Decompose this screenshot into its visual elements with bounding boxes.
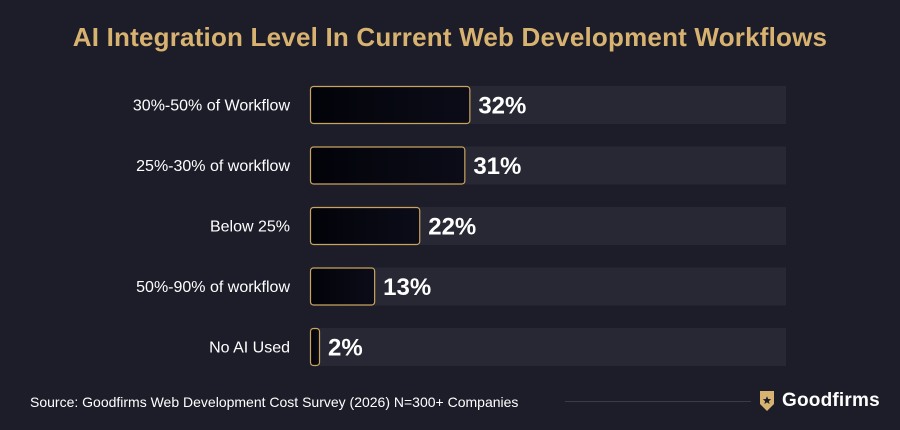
category-label: 50%-90% of workflow [136, 279, 290, 296]
bar [309, 206, 421, 246]
bar [309, 267, 376, 306]
value-label: 13% [383, 274, 431, 301]
bar-track [310, 267, 786, 306]
value-label: 2% [328, 335, 363, 362]
category-label: 30%-50% of Workflow [133, 98, 291, 115]
value-label: 32% [478, 93, 526, 120]
brand-name: Goodfirms [782, 390, 880, 411]
chart-title: AI Integration Level In Current Web Deve… [72, 22, 828, 52]
source-note: Source: Goodfirms Web Development Cost S… [30, 394, 519, 410]
bar [309, 85, 471, 125]
shield-star-icon [760, 391, 774, 411]
bar-track [310, 328, 786, 366]
category-label: 25%-30% of workflow [136, 158, 290, 175]
footer-divider [565, 401, 751, 402]
value-label: 31% [473, 153, 521, 180]
value-label: 22% [428, 214, 476, 241]
bar [309, 327, 321, 367]
category-label: No AI Used [209, 340, 290, 357]
goodfirms-logo: Goodfirms [758, 388, 880, 414]
bar [309, 146, 466, 185]
category-label: Below 25% [210, 219, 290, 236]
